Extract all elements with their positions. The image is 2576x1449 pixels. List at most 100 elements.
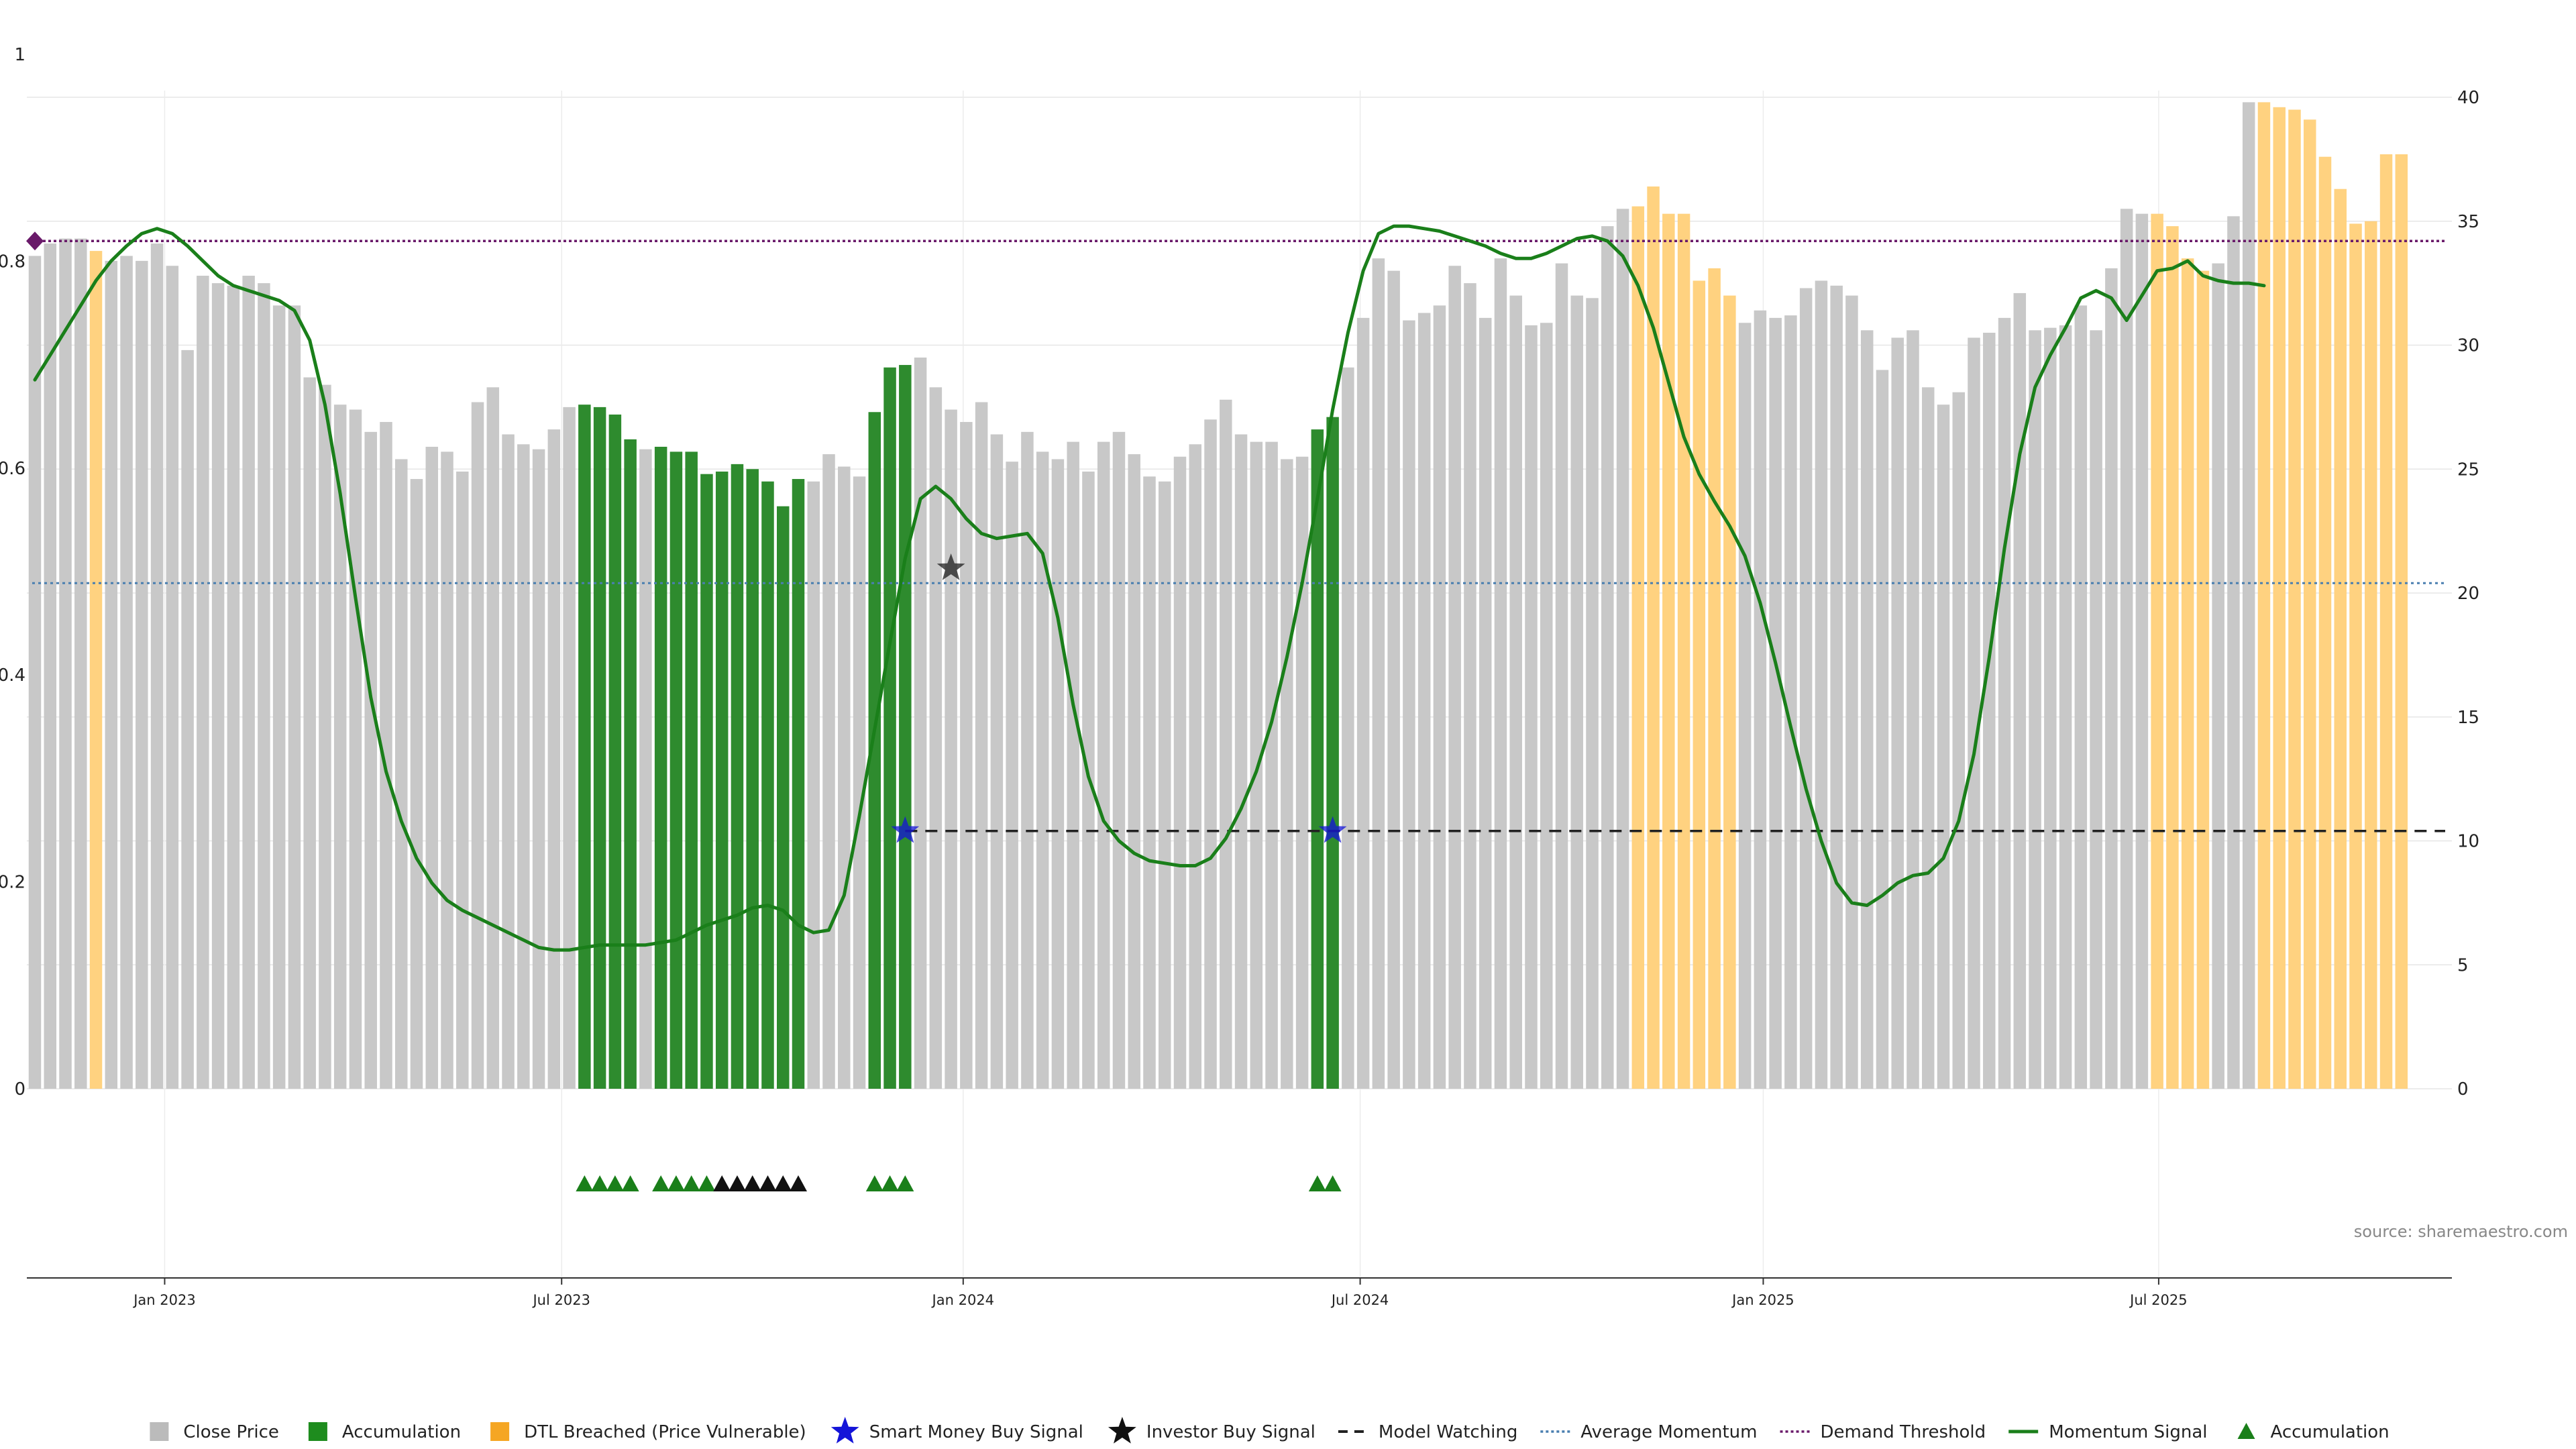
legend-label: Accumulation — [342, 1422, 461, 1442]
close-price-bar — [410, 479, 423, 1089]
close-price-bar — [1907, 330, 1919, 1089]
accumulation-bar — [1311, 429, 1324, 1089]
close-price-bar — [1799, 288, 1813, 1089]
close-price-bar — [380, 422, 392, 1089]
legend-label: Momentum Signal — [2049, 1422, 2207, 1442]
legend-item-watch: Model Watching — [1338, 1422, 1517, 1442]
dtl-breached-bar — [2318, 156, 2332, 1089]
legend-label: Accumulation — [2271, 1422, 2390, 1442]
dtl-breached-bar — [1647, 186, 1660, 1089]
close-price-bar — [990, 434, 1004, 1089]
right-tick-label: 10 — [2457, 832, 2479, 852]
dtl-breached-bar — [2288, 109, 2301, 1089]
close-price-bar — [1845, 295, 1858, 1089]
investor-buy-star — [936, 553, 965, 580]
close-price-bar — [181, 350, 194, 1089]
close-price-bar — [1479, 317, 1492, 1089]
close-price-bar — [1891, 337, 1904, 1089]
close-price-bar — [1112, 431, 1126, 1089]
accumulation-triangle — [1324, 1175, 1342, 1191]
close-price-bar — [333, 405, 347, 1089]
close-price-bar — [28, 256, 42, 1089]
close-price-bar — [1158, 481, 1171, 1089]
close-price-bar — [1586, 298, 1599, 1089]
close-price-bar — [1983, 333, 1996, 1089]
close-price-bar — [1555, 263, 1568, 1089]
right-tick-label: 35 — [2457, 212, 2479, 232]
accumulation-triangle — [790, 1175, 807, 1191]
close-price-bar — [349, 409, 362, 1089]
close-price-bar — [2074, 305, 2088, 1089]
close-price-bar — [1417, 313, 1431, 1089]
close-price-bar — [2029, 330, 2041, 1089]
close-price-bar — [2227, 216, 2240, 1089]
close-price-bar — [166, 266, 179, 1089]
reference-lines — [32, 239, 2445, 833]
x-tick-label: Jan 2025 — [1731, 1292, 1794, 1308]
accumulation-triangle — [591, 1175, 609, 1191]
legend-triangle-icon — [2237, 1423, 2255, 1439]
close-price-bar — [1006, 462, 1018, 1089]
close-price-bar — [1937, 405, 1950, 1089]
close-price-bar — [1250, 441, 1263, 1089]
accumulation-bar — [792, 479, 805, 1089]
dtl-breached-bar — [2181, 258, 2194, 1089]
close-price-bar — [1876, 370, 1889, 1089]
close-price-bars — [28, 102, 2408, 1089]
legend-label: Close Price — [183, 1422, 279, 1442]
close-price-bar — [1295, 456, 1309, 1089]
close-price-bar — [547, 429, 561, 1089]
close-price-bar — [1494, 258, 1507, 1089]
close-price-bar — [1921, 387, 1935, 1089]
close-price-bar — [1525, 325, 1538, 1089]
right-tick-label: 30 — [2457, 336, 2479, 356]
accumulation-marker-panel — [576, 1175, 1342, 1191]
legend-item-dtl: DTL Breached (Price Vulnerable) — [490, 1422, 806, 1442]
close-price-bar — [272, 305, 286, 1089]
accumulation-triangle — [881, 1175, 899, 1191]
close-price-bar — [425, 446, 439, 1089]
accumulation-bar — [578, 405, 591, 1089]
accumulation-bar — [731, 464, 744, 1089]
dtl-breached-bar — [2303, 119, 2316, 1089]
left-tick-label: 0.8 — [0, 252, 25, 272]
close-price-bar — [2090, 330, 2102, 1089]
close-price-bar — [563, 407, 576, 1089]
close-price-bar — [1143, 476, 1156, 1089]
accumulation-triangle — [652, 1175, 670, 1191]
close-price-bar — [1570, 295, 1584, 1089]
dtl-breached-bar — [2196, 270, 2210, 1089]
close-price-bar — [1754, 310, 1767, 1089]
close-price-bar — [1830, 285, 1843, 1089]
signal-markers — [26, 231, 1347, 843]
accumulation-triangle — [576, 1175, 594, 1191]
close-price-bar — [394, 459, 408, 1089]
accumulation-bar — [608, 414, 622, 1089]
dtl-breached-bar — [2365, 221, 2377, 1089]
right-tick-label: 5 — [2457, 955, 2469, 975]
close-price-bar — [364, 431, 377, 1089]
dtl-breached-bar — [2166, 226, 2179, 1089]
close-price-bar — [1784, 315, 1797, 1089]
accumulation-bar — [669, 451, 683, 1089]
right-tick-label: 25 — [2457, 460, 2479, 480]
close-price-bar — [1998, 317, 2011, 1089]
close-price-bar — [120, 256, 133, 1089]
left-tick-label: 0.2 — [0, 873, 25, 893]
dtl-breached-bar — [2349, 223, 2362, 1089]
close-price-bar — [532, 449, 545, 1089]
accumulation-bar — [883, 367, 896, 1089]
close-price-bar — [1464, 283, 1477, 1089]
close-price-bar — [2135, 213, 2149, 1089]
close-price-bar — [2105, 268, 2118, 1089]
close-price-bar — [517, 444, 530, 1089]
close-price-bar — [1860, 330, 1874, 1089]
smart-money-buy-star — [891, 816, 920, 843]
dtl-breached-bar — [1662, 213, 1675, 1089]
close-price-bar — [1387, 270, 1400, 1089]
legend-swatch — [308, 1422, 327, 1441]
close-price-bar — [1769, 317, 1782, 1089]
close-price-bar — [1051, 459, 1065, 1089]
close-price-bar — [136, 260, 148, 1089]
x-tick-label: Jul 2025 — [2129, 1292, 2187, 1308]
